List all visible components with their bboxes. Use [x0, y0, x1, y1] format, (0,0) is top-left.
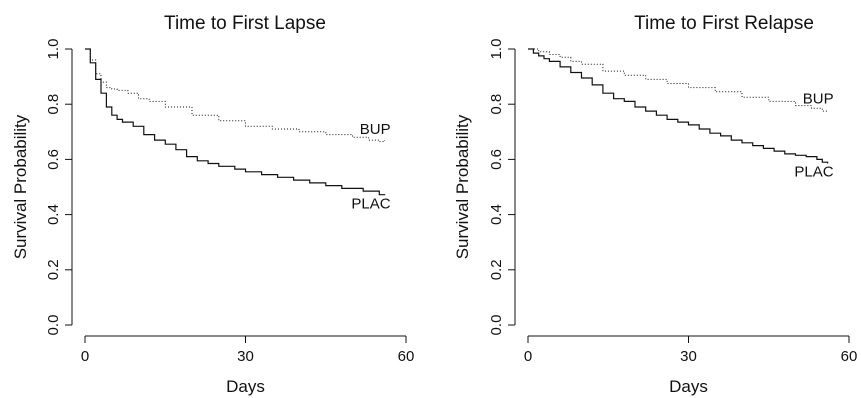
y-tick-label: 0.8 — [488, 94, 505, 115]
y-axis-label: Survival Probability — [11, 114, 30, 259]
chart-title: Time to First Relapse — [634, 13, 814, 34]
y-tick-label: 0.4 — [45, 204, 62, 225]
x-tick-label: 30 — [237, 348, 254, 365]
series-line-bup — [528, 48, 829, 112]
chart-time-to-first-relapse: Time to First Relapse 0 30 60 0.0 0.2 0.4 0.6 0.… — [453, 13, 857, 396]
y-tick-label: 0.0 — [45, 315, 62, 336]
y-tick-label: 1.0 — [488, 39, 505, 60]
y-tick-label: 0.2 — [45, 259, 62, 280]
series-label-bup: BUP — [803, 91, 834, 108]
x-tick-label: 60 — [841, 348, 858, 365]
x-axis-label: Days — [669, 377, 708, 396]
y-tick-label: 0.2 — [488, 259, 505, 280]
x-tick-label: 0 — [524, 348, 532, 365]
x-axis-label: Days — [226, 377, 265, 396]
y-tick-label: 0.8 — [45, 94, 62, 115]
y-axis-label: Survival Probability — [453, 114, 472, 259]
x-tick-label: 60 — [398, 348, 415, 365]
x-tick-label: 30 — [680, 348, 697, 365]
series-line-plac — [528, 48, 829, 164]
chart-title: Time to First Lapse — [164, 13, 326, 34]
series-line-bup — [85, 48, 386, 142]
x-tick-label: 0 — [81, 348, 89, 365]
y-tick-label: 1.0 — [45, 39, 62, 60]
y-tick-label: 0.0 — [488, 315, 505, 336]
chart-time-to-first-lapse: Time to First Lapse 0 30 60 0.0 0.2 0.4 0.6 0.8 1… — [11, 13, 414, 396]
y-tick-label: 0.6 — [45, 149, 62, 170]
series-label-plac: PLAC — [351, 195, 390, 212]
y-tick-label: 0.6 — [488, 149, 505, 170]
y-tick-label: 0.4 — [488, 204, 505, 225]
series-label-bup: BUP — [360, 121, 391, 138]
series-line-plac — [85, 48, 386, 196]
series-label-plac: PLAC — [794, 164, 833, 181]
